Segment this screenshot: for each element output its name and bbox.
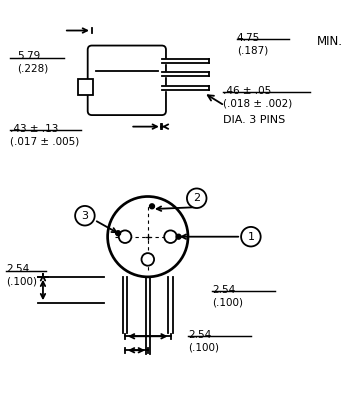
Text: .43 ± .13
(.017 ± .005): .43 ± .13 (.017 ± .005) [10,124,79,147]
Circle shape [164,230,177,243]
Circle shape [142,253,154,266]
Circle shape [116,231,121,236]
Text: 4.75
(.187): 4.75 (.187) [237,33,268,56]
Circle shape [119,230,131,243]
Text: DIA. 3 PINS: DIA. 3 PINS [223,115,285,125]
Circle shape [187,188,207,208]
Text: .46 ± .05
(.018 ± .002): .46 ± .05 (.018 ± .002) [223,86,292,108]
Text: MIN.: MIN. [317,34,343,48]
Circle shape [176,234,181,239]
Bar [78,80,93,95]
Text: 5.79
(.228): 5.79 (.228) [17,50,48,73]
Text: 2.54
(.100): 2.54 (.100) [212,285,244,308]
Circle shape [149,204,154,209]
FancyBboxPatch shape [88,46,166,115]
Circle shape [75,206,95,226]
Circle shape [108,196,188,277]
Text: 2.54
(.100): 2.54 (.100) [6,264,37,286]
Text: 1: 1 [247,232,255,242]
Text: 2: 2 [193,193,200,203]
Text: 3: 3 [81,211,88,221]
Text: 2.54
(.100): 2.54 (.100) [188,330,219,353]
Circle shape [241,227,261,246]
